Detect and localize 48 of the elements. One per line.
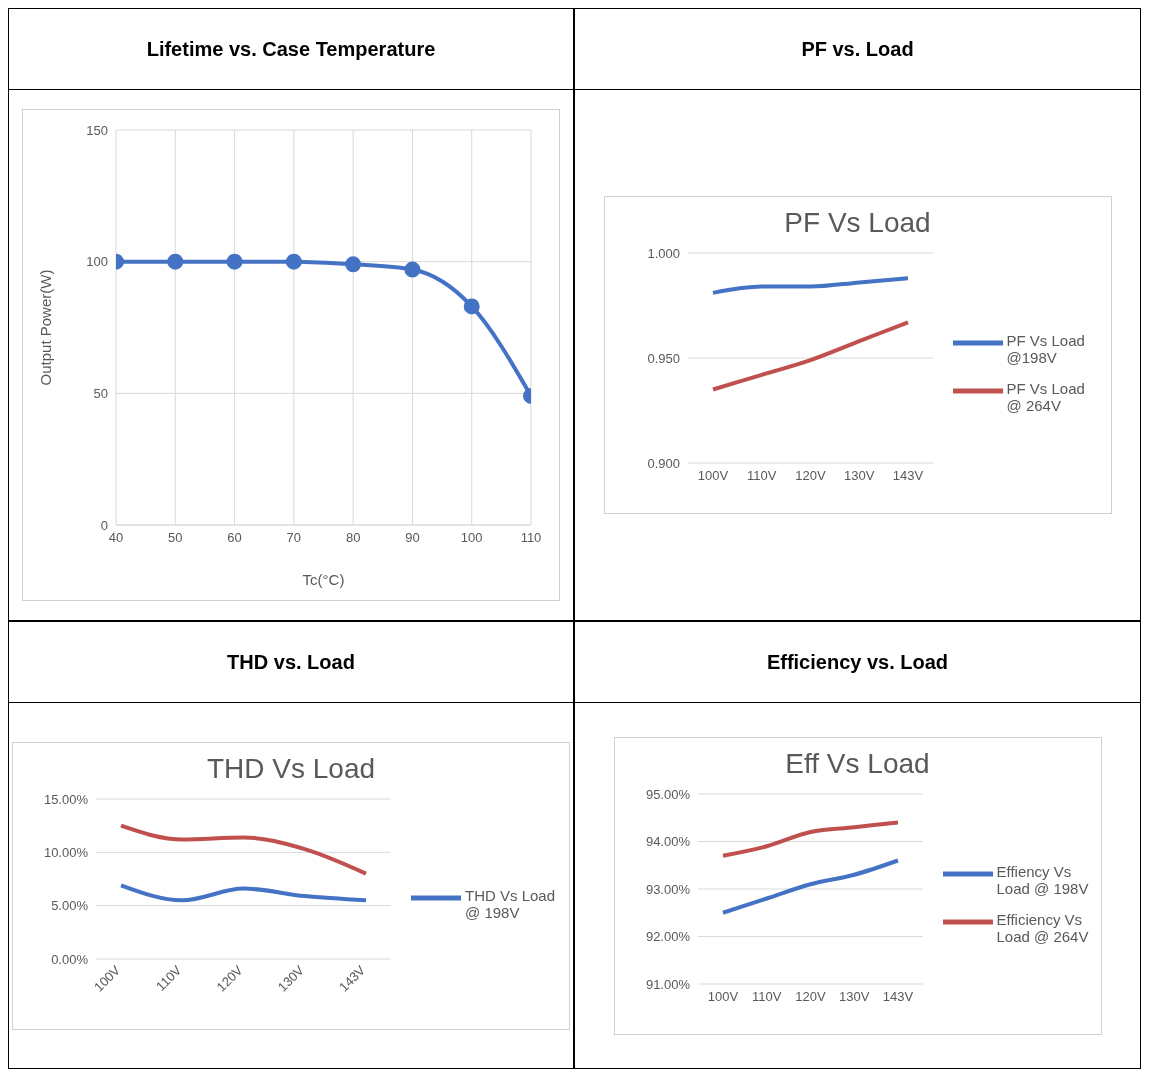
x-tick-label: 100V xyxy=(707,988,738,1004)
legend-label: THD Vs Load @ 198V xyxy=(465,886,557,921)
y-tick-label: 0.950 xyxy=(646,350,680,366)
legend-label: Effiency Vs Load @ 198V xyxy=(996,862,1090,897)
y-tick-label: 0 xyxy=(100,517,108,533)
y-tick-label: 10.00% xyxy=(43,844,89,860)
y-tick-label: 93.00% xyxy=(645,881,690,897)
chart-subtitle: THD Vs Load xyxy=(205,752,377,785)
legend-label: PF Vs Load @ 264V xyxy=(1006,380,1086,414)
x-tick-label: 110V xyxy=(746,468,777,484)
y-tick-label: 95.00% xyxy=(645,786,690,802)
y-tick-label: 15.00% xyxy=(43,791,89,807)
x-tick-label: 40 xyxy=(108,530,124,546)
y-tick-label: 1.000 xyxy=(646,245,680,261)
x-tick-label: 60 xyxy=(227,530,242,546)
chart-title: PF vs. Load xyxy=(801,37,914,61)
x-tick-label: 90 xyxy=(405,530,420,546)
y-tick-label: 150 xyxy=(86,122,108,138)
y-tick-label: 94.00% xyxy=(645,833,690,849)
x-tick-label: 143V xyxy=(892,468,923,484)
x-tick-label: 120V xyxy=(794,988,826,1004)
y-tick-label: 92.00% xyxy=(645,928,690,944)
y-tick-label: 5.00% xyxy=(51,897,89,913)
y-tick-label: 0.00% xyxy=(51,951,89,967)
y-tick-label: 0.900 xyxy=(646,455,680,471)
x-tick-label: 50 xyxy=(168,530,183,546)
x-tick-label: 100 xyxy=(460,530,483,546)
x-tick-label: 130V xyxy=(838,988,870,1004)
x-axis-title: Tc(°C) xyxy=(302,571,345,588)
x-tick-label: 110 xyxy=(520,530,542,546)
x-tick-label: 100V xyxy=(697,468,728,484)
y-axis-title: Output Power(W) xyxy=(37,269,55,386)
chart-subtitle: PF Vs Load xyxy=(783,207,932,239)
chart-title: Efficiency vs. Load xyxy=(766,650,949,674)
y-tick-label: 91.00% xyxy=(645,976,690,992)
chart-title: THD vs. Load xyxy=(227,650,355,674)
x-tick-label: 143V xyxy=(882,988,913,1004)
x-tick-label: 110V xyxy=(751,988,782,1004)
x-tick-label: 130V xyxy=(843,468,875,484)
legend-label: Efficiency Vs Load @ 264V xyxy=(996,910,1090,945)
chart-title: Lifetime vs. Case Temperature xyxy=(146,37,436,61)
y-tick-label: 100 xyxy=(86,254,108,270)
x-tick-label: 120V xyxy=(794,468,826,484)
x-tick-label: 80 xyxy=(345,530,361,546)
y-tick-label: 50 xyxy=(93,385,108,401)
legend-label: PF Vs Load @198V xyxy=(1006,332,1086,366)
x-tick-label: 70 xyxy=(286,530,302,546)
chart-subtitle: Eff Vs Load xyxy=(784,747,931,780)
